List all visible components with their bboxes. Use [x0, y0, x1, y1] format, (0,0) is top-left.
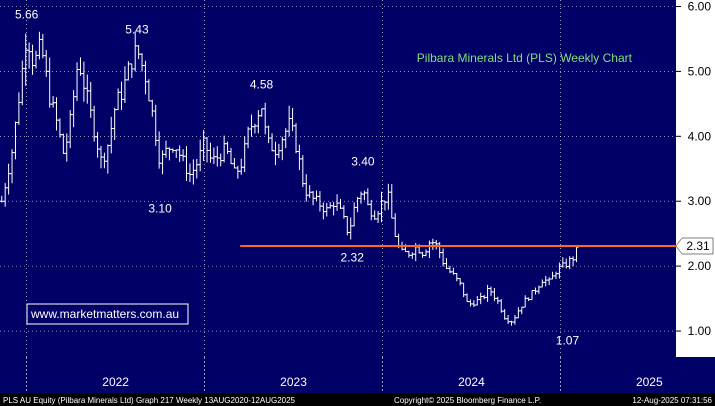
price-annotation: 3.40	[351, 154, 375, 168]
price-annotations: 5.66 5.43 3.10 4.58 3.40 2.32 1.07	[15, 8, 579, 348]
watermark-box: www.marketmatters.com.au	[26, 303, 189, 325]
price-bars	[0, 31, 579, 326]
price-annotation: 5.43	[125, 22, 149, 36]
footer-left: PLS AU Equity (Pilbara Minerals Ltd) Gra…	[3, 396, 296, 405]
footer-center: Copyright© 2025 Bloomberg Finance L.P.	[394, 396, 541, 405]
x-tick-label: 2025	[636, 375, 663, 389]
last-price-label: 2.31	[686, 239, 710, 253]
x-axis-panel	[0, 357, 715, 393]
last-price-badge: 2.31	[675, 237, 714, 255]
footer-right: 12-Aug-2025 07:31:56	[632, 396, 712, 405]
grid-lines	[0, 6, 676, 332]
price-annotation: 3.10	[148, 202, 172, 216]
y-axis-ticks: 1.00 2.00 3.00 4.00 5.00 6.00	[676, 0, 711, 338]
footer-bar	[0, 393, 715, 406]
plot-area	[0, 0, 676, 357]
y-axis-panel	[676, 0, 715, 357]
x-tick-label: 2023	[280, 375, 307, 389]
price-annotation: 1.07	[556, 333, 580, 347]
x-axis-ticks: 2022 2023 2024 2025	[26, 357, 663, 393]
ohlc-bar	[574, 246, 579, 263]
y-tick-label: 3.00	[688, 194, 712, 208]
price-annotation: 2.32	[341, 250, 365, 264]
y-tick-label: 6.00	[688, 0, 712, 13]
chart-title: Pilbara Minerals Ltd (PLS) Weekly Chart	[417, 51, 633, 65]
y-tick-label: 5.00	[688, 64, 712, 78]
price-annotation: 5.66	[15, 8, 39, 22]
y-tick-label: 2.00	[688, 259, 712, 273]
x-tick-label: 2022	[102, 375, 129, 389]
y-tick-label: 1.00	[688, 324, 712, 338]
price-annotation: 4.58	[250, 78, 274, 92]
watermark-text: www.marketmatters.com.au	[30, 307, 179, 321]
y-tick-label: 4.00	[688, 129, 712, 143]
x-tick-label: 2024	[458, 375, 485, 389]
